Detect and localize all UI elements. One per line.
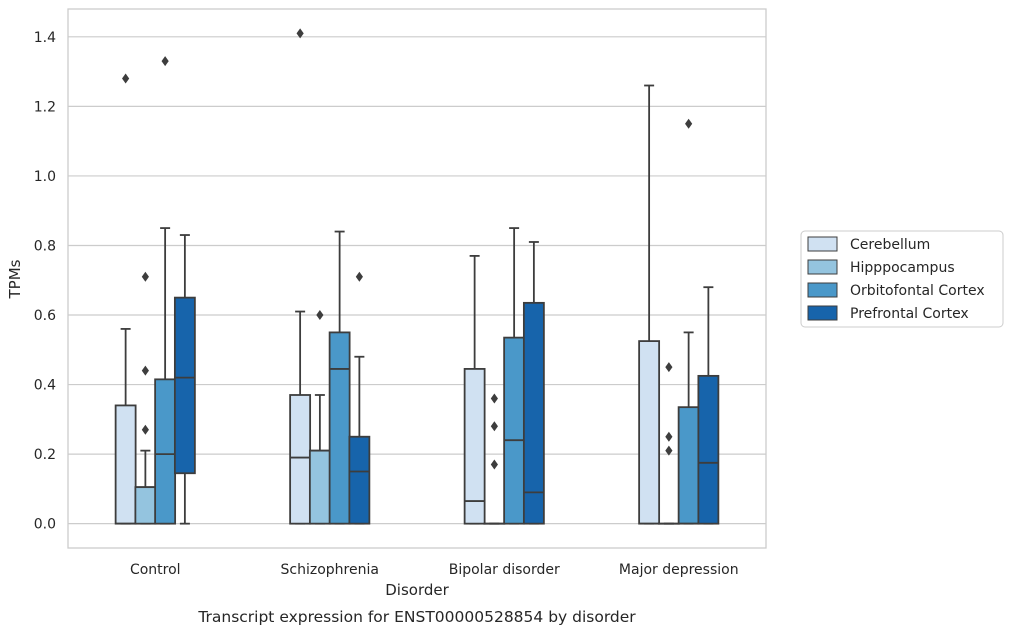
y-tick-label: 0.2 [34, 447, 56, 463]
x-tick-label: Control [130, 562, 181, 578]
legend-label: Prefrontal Cortex [850, 306, 969, 322]
box-iqr [679, 407, 699, 523]
box-iqr [310, 451, 330, 524]
y-tick-labels: 0.0 0.2 0.4 0.6 0.8 1.0 1.2 1.4 [34, 30, 56, 533]
y-tick-label: 1.4 [34, 30, 56, 46]
box-iqr [504, 338, 524, 524]
x-axis-label: Disorder [385, 581, 449, 599]
box-iqr [135, 487, 155, 524]
y-tick-label: 1.0 [34, 169, 56, 185]
box-iqr [349, 437, 369, 524]
x-tick-label: Schizophrenia [281, 562, 379, 578]
box-iqr [639, 341, 659, 524]
chart-caption: Transcript expression for ENST0000052885… [197, 608, 636, 626]
x-tick-labels: Control Schizophrenia Bipolar disorder Majo… [130, 562, 739, 578]
box-iqr [524, 303, 544, 524]
y-tick-label: 0.4 [34, 378, 56, 394]
legend-swatch [808, 306, 837, 320]
x-tick-label: Bipolar disorder [449, 562, 560, 578]
y-axis-label: TPMs [6, 259, 24, 299]
box-iqr [330, 332, 350, 523]
legend: Cerebellum Hipppocampus Orbitofontal Corte… [801, 231, 1003, 327]
y-tick-label: 0.0 [34, 517, 56, 533]
x-tick-label: Major depression [619, 562, 739, 578]
legend-swatch [808, 237, 837, 251]
y-tick-label: 0.6 [34, 308, 56, 324]
legend-swatch [808, 283, 837, 297]
legend-label: Hipppocampus [850, 260, 955, 276]
box-iqr [116, 405, 136, 523]
legend-label: Cerebellum [850, 237, 930, 253]
box-iqr [175, 298, 195, 474]
box-iqr [155, 379, 175, 523]
y-tick-label: 1.2 [34, 99, 56, 115]
y-tick-label: 0.8 [34, 238, 56, 254]
box-iqr [290, 395, 310, 524]
legend-label: Orbitofontal Cortex [850, 283, 985, 299]
box-iqr [698, 376, 718, 524]
legend-swatch [808, 260, 837, 274]
